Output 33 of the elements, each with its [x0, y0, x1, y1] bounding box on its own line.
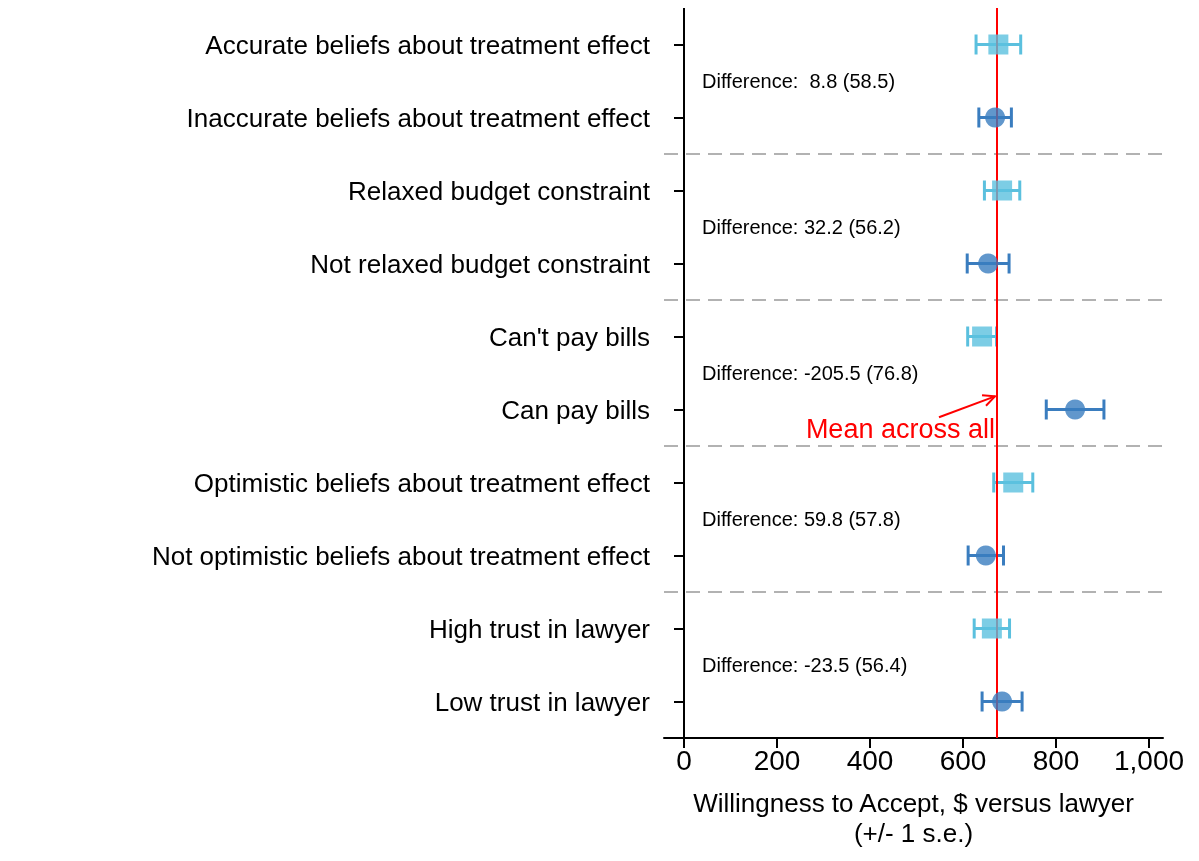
y-tick-label: Can pay bills [501, 394, 650, 425]
point [988, 34, 1009, 55]
point [1003, 472, 1024, 493]
y-tick-label: High trust in lawyer [428, 613, 651, 644]
point [975, 545, 996, 566]
point [985, 107, 1006, 128]
point [972, 326, 993, 347]
y-tick-label: Inaccurate beliefs about treatment effect [186, 102, 651, 133]
y-tick-label: Low trust in lawyer [434, 686, 651, 717]
y-tick-label: Accurate beliefs about treatment effect [205, 29, 651, 60]
point [981, 618, 1002, 639]
x-tick-label: 400 [846, 744, 894, 776]
x-tick-label: 800 [1032, 744, 1080, 776]
ref-line-label: Mean across all [805, 414, 995, 445]
point [978, 253, 999, 274]
y-tick-label: Optimistic beliefs about treatment effect [193, 467, 651, 498]
y-tick-label: Not optimistic beliefs about treatment effect [151, 540, 651, 571]
annotation: Difference: 59.8 (57.8) [702, 508, 901, 530]
x-tick-label: 1,000 [1114, 744, 1185, 776]
annotation: Difference: 32.2 (56.2) [702, 216, 901, 238]
y-tick-label: Can't pay bills [488, 321, 650, 352]
y-tick-label: Relaxed budget constraint [347, 175, 651, 206]
point [992, 691, 1013, 712]
x-tick-label: 600 [939, 744, 987, 776]
x-tick-label: 200 [753, 744, 801, 776]
point [1065, 399, 1086, 420]
x-tick-label: 0 [676, 744, 692, 776]
annotation: Difference: -23.5 (56.4) [702, 654, 908, 676]
annotation: Difference: 8.8 (58.5) [702, 70, 896, 92]
point [992, 180, 1013, 201]
x-axis-title: Willingness to Accept, $ versus lawyer (+/- 1 s.e.) [693, 788, 1135, 848]
annotation: Difference: -205.5 (76.8) [702, 362, 919, 384]
y-tick-label: Not relaxed budget constraint [310, 248, 651, 279]
